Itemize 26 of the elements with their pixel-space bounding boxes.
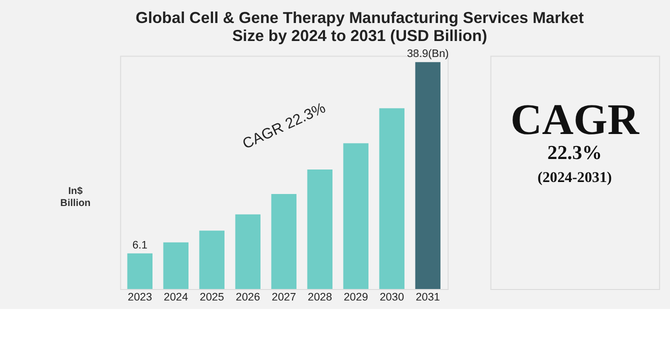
bar <box>307 169 332 289</box>
bar <box>343 143 368 289</box>
text: 22.3% <box>547 142 602 164</box>
x-tick-label: 2030 <box>380 291 404 304</box>
bar <box>163 242 188 289</box>
data-label: 6.1 <box>132 239 148 252</box>
bar <box>199 230 224 289</box>
bar <box>127 253 152 289</box>
x-tick-label: 2027 <box>272 291 296 304</box>
x-tick-label: 2025 <box>200 291 224 304</box>
x-tick-label: 2031 <box>416 291 440 304</box>
bar <box>379 108 404 289</box>
text: Size by 2024 to 2031 (USD Billion) <box>232 28 488 45</box>
text: Global Cell & Gene Therapy Manufacturing Services Market <box>136 10 584 27</box>
bar <box>271 194 296 289</box>
x-tick-label: 2024 <box>164 291 188 304</box>
text: (2024-2031) <box>538 170 612 186</box>
x-tick-label: 2023 <box>128 291 152 304</box>
bar <box>415 62 440 289</box>
data-label: 38.9(Bn) <box>406 48 449 60</box>
bar <box>235 214 260 289</box>
y-axis-title: In$ Billion <box>60 186 91 209</box>
x-tick-label: 2028 <box>308 291 332 304</box>
text: CAGR <box>510 96 640 144</box>
x-tick-label: 2026 <box>236 291 260 304</box>
x-tick-label: 2029 <box>344 291 368 304</box>
